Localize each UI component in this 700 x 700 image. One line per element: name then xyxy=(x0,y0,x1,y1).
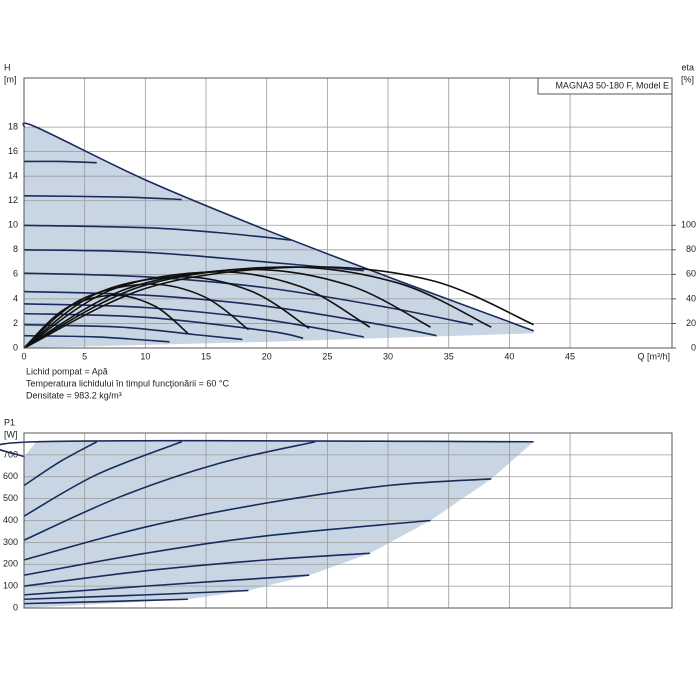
y-axis-label: H xyxy=(4,62,11,72)
y2-axis-label: eta xyxy=(681,62,694,72)
title-box xyxy=(537,77,673,95)
y-tick-label: 700 xyxy=(3,449,18,459)
note: Temperatura lichidului în timpul funcţio… xyxy=(26,378,229,388)
y-tick-label: 2 xyxy=(13,318,18,328)
x-tick-label: 30 xyxy=(383,351,393,361)
y-tick-label: 16 xyxy=(8,146,18,156)
x-tick-label: 20 xyxy=(262,351,272,361)
note: Lichid pompat = Apă xyxy=(26,366,108,376)
x-tick-label: 10 xyxy=(140,351,150,361)
y-tick-label: 0 xyxy=(13,342,18,352)
y-tick-label: 300 xyxy=(3,537,18,547)
x-axis-label: Q [m³/h] xyxy=(637,351,670,361)
operating-area xyxy=(24,441,534,608)
performance-curve xyxy=(23,441,183,517)
y2-tick-label: 0 xyxy=(691,342,696,352)
note: Densitate = 983.2 kg/m³ xyxy=(26,390,122,400)
performance-curve xyxy=(23,272,474,326)
y2-tick-label: 60 xyxy=(686,269,696,279)
chart-title: MAGNA3 50-180 F, Model E xyxy=(555,80,669,90)
x-tick-label: 35 xyxy=(444,351,454,361)
y-tick-label: 600 xyxy=(3,471,18,481)
performance-curve xyxy=(23,160,97,164)
y-tick-label: 18 xyxy=(8,121,18,131)
performance-curve xyxy=(23,598,188,605)
y-tick-label: 12 xyxy=(8,195,18,205)
performance-curve xyxy=(0,439,534,458)
y-tick-label: 200 xyxy=(3,559,18,569)
x-tick-label: 40 xyxy=(504,351,514,361)
performance-curve xyxy=(23,441,98,487)
y-tick-label: 4 xyxy=(13,293,18,303)
y2-tick-label: 100 xyxy=(681,220,696,230)
efficiency-curve xyxy=(23,294,189,349)
y2-tick-label: 40 xyxy=(686,293,696,303)
plot-frame xyxy=(23,77,673,349)
x-tick-label: 25 xyxy=(322,351,332,361)
performance-curve xyxy=(23,195,182,201)
y-tick-label: 14 xyxy=(8,171,18,181)
y2-tick-label: 80 xyxy=(686,244,696,254)
x-tick-label: 45 xyxy=(565,351,575,361)
performance-curve xyxy=(23,440,316,541)
y-tick-label: 10 xyxy=(8,220,18,230)
y-axis-label: P1 xyxy=(4,417,15,427)
y-tick-label: 100 xyxy=(3,581,18,591)
performance-curve xyxy=(22,122,534,332)
y-axis-label: [W] xyxy=(4,429,18,439)
operating-area xyxy=(24,127,534,348)
plot-frame xyxy=(23,432,673,609)
performance-curve xyxy=(23,589,249,601)
x-tick-label: 5 xyxy=(82,351,87,361)
efficiency-curve xyxy=(23,266,534,349)
y-tick-label: 500 xyxy=(3,493,18,503)
performance-curve xyxy=(23,478,492,561)
y-tick-label: 0 xyxy=(13,602,18,612)
performance-curve xyxy=(23,574,310,596)
performance-curve xyxy=(23,552,370,587)
y-tick-label: 8 xyxy=(13,244,18,254)
x-tick-label: 15 xyxy=(201,351,211,361)
y-tick-label: 6 xyxy=(13,269,18,279)
y-axis-label: [m] xyxy=(4,74,17,84)
y2-tick-label: 20 xyxy=(686,318,696,328)
x-tick-label: 0 xyxy=(21,351,26,361)
y2-axis-label: [%] xyxy=(681,74,694,84)
performance-curve xyxy=(23,224,292,241)
y-tick-label: 400 xyxy=(3,515,18,525)
performance-curve xyxy=(23,519,431,576)
